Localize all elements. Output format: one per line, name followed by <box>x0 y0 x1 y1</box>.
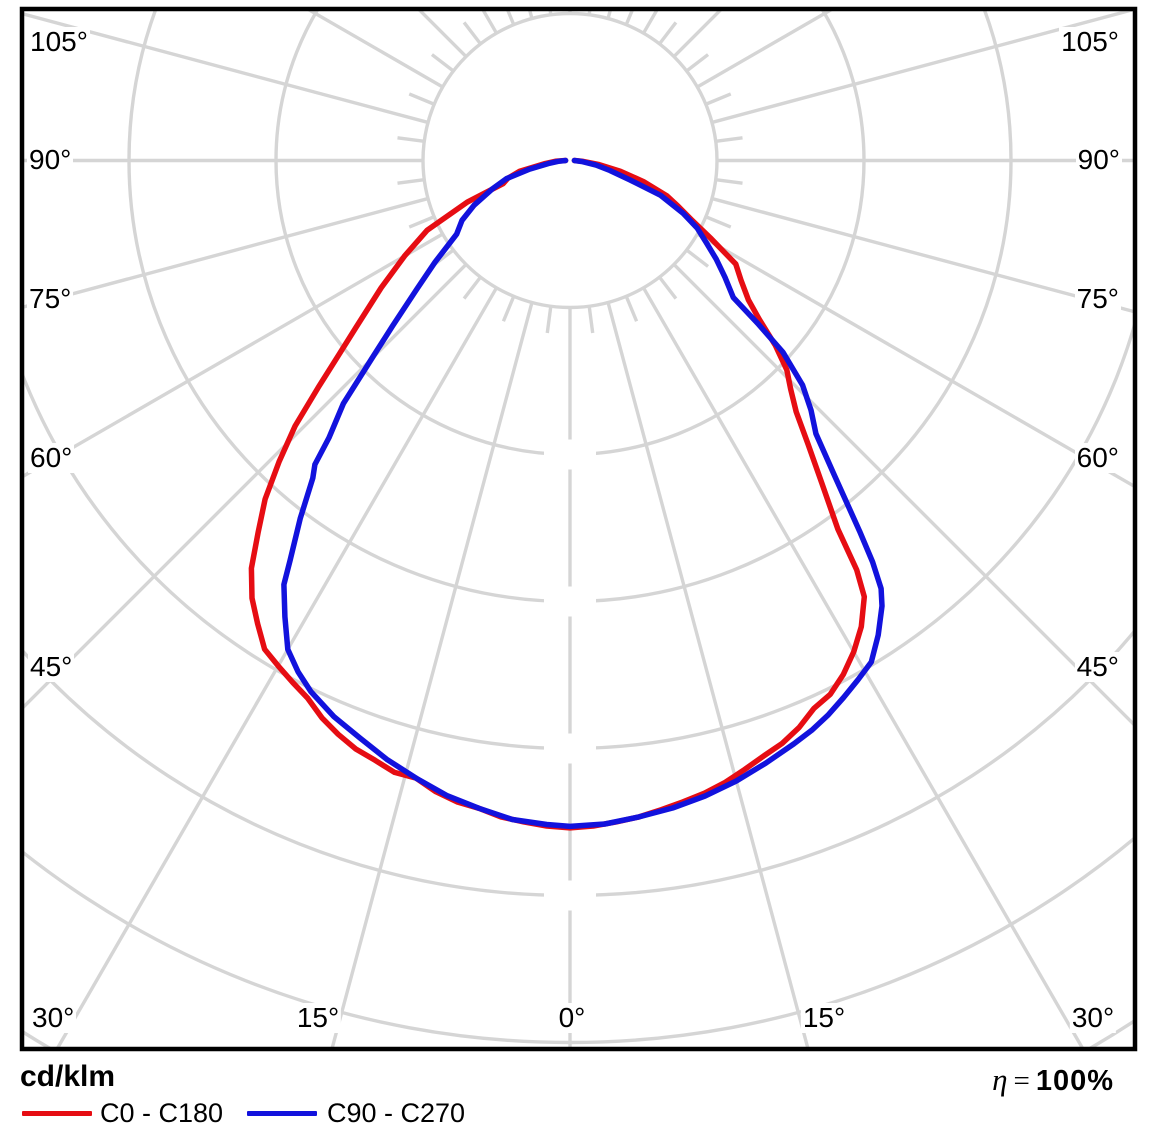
legend-line-c90-c270 <box>247 1111 317 1116</box>
grid-tick <box>685 248 710 268</box>
angle-label-60: 60° <box>1074 442 1121 473</box>
grid-ring <box>421 11 719 310</box>
angle-label-105: 105° <box>28 26 90 57</box>
angle-label-60: 60° <box>28 442 75 473</box>
grid-tick <box>715 136 743 143</box>
grid-spoke <box>711 196 1135 314</box>
angle-label-15: 15° <box>800 1002 848 1033</box>
grid-spoke <box>22 232 444 479</box>
angle-label-105: 105° <box>1059 26 1121 57</box>
grid-ring <box>22 317 1135 751</box>
grid-spoke <box>22 11 429 125</box>
angle-label-30: 30° <box>30 1002 77 1033</box>
grid-tick <box>505 9 516 26</box>
grid-tick <box>501 295 516 322</box>
grid-tick <box>658 21 678 45</box>
grid-tick <box>545 306 553 334</box>
grid-tick <box>658 276 678 300</box>
grid-spoke <box>642 286 1085 1049</box>
grid-tick <box>587 306 595 334</box>
grid-tick <box>705 92 732 106</box>
ring-label-blank <box>544 439 596 470</box>
grid-spoke <box>22 263 468 711</box>
ring-label-blank <box>544 586 596 617</box>
grid-tick <box>624 9 635 26</box>
legend-label-c0-c180: C0 - C180 <box>100 1098 224 1128</box>
grid-tick <box>705 215 732 229</box>
angle-label-90: 90° <box>1075 144 1122 175</box>
angle-label-15: 15° <box>294 1002 342 1033</box>
ring-label-blank <box>544 880 596 911</box>
efficiency-label: η = 100% <box>992 1062 1114 1097</box>
grid-tick <box>462 276 482 300</box>
grid-spoke <box>330 302 534 1049</box>
grid-spoke <box>672 263 1135 728</box>
eta-symbol: η <box>992 1062 1008 1097</box>
grid-tick <box>624 295 639 322</box>
grid-spoke <box>606 302 810 1049</box>
grid-tick <box>430 53 455 73</box>
grid-tick <box>462 21 482 45</box>
grid-tick <box>685 53 710 73</box>
grid-spoke <box>696 232 1135 489</box>
grid-tick <box>715 178 743 185</box>
grid-spoke <box>55 286 498 1049</box>
grid-spoke <box>22 196 429 310</box>
legend-label-c90-c270: C90 - C270 <box>327 1098 466 1128</box>
angle-label-45: 45° <box>28 651 75 682</box>
angle-label-45: 45° <box>1074 651 1121 682</box>
grid-tick <box>408 92 435 106</box>
grid-spoke <box>711 9 1135 125</box>
angle-label-75: 75° <box>1074 283 1121 314</box>
grid-tick <box>397 136 425 143</box>
grid-tick <box>397 178 425 185</box>
plot-border <box>19 6 1138 1052</box>
ring-label-blank <box>544 733 596 764</box>
angle-label-75: 75° <box>27 283 74 314</box>
curve-c90-c270 <box>281 157 885 830</box>
angle-label-0: 0° <box>556 1002 588 1033</box>
legend-line-c0-c180 <box>22 1111 92 1116</box>
angle-label-30: 30° <box>1069 1002 1117 1033</box>
grid-tick <box>408 215 435 229</box>
eta-value: 100% <box>1035 1065 1114 1097</box>
unit-label: cd/klm <box>20 1060 116 1093</box>
angle-label-90: 90° <box>27 144 74 175</box>
